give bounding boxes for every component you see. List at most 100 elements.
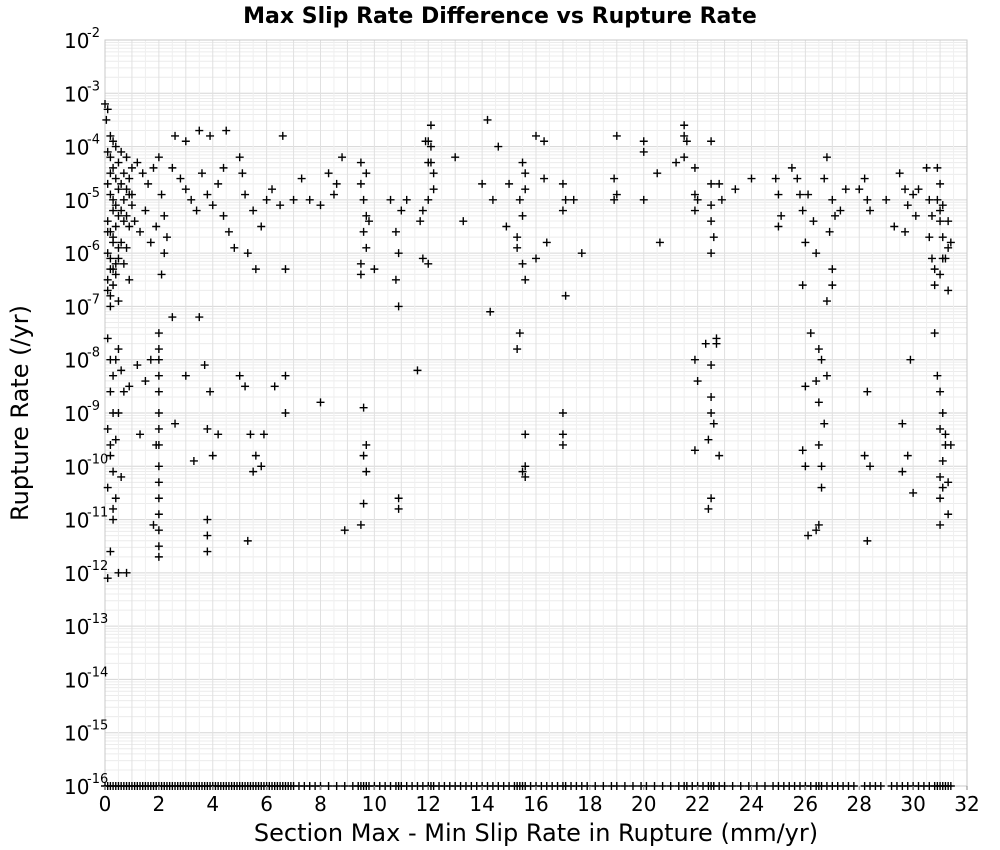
data-point [814,345,823,354]
data-point [251,265,260,274]
data-point [836,206,845,215]
data-point [561,291,570,300]
data-point [305,195,314,204]
x-tick-label: 32 [954,792,979,816]
data-point [243,249,252,258]
data-point [774,190,783,199]
x-tick-label: 22 [685,792,710,816]
data-point [828,195,837,204]
data-point [936,206,945,215]
data-point [693,195,702,204]
y-tick-label: 10 [64,82,89,106]
data-point [316,201,325,210]
data-point [513,233,522,242]
data-point [138,169,147,178]
data-point [394,249,403,258]
data-point [154,387,163,396]
data-point [418,254,427,263]
data-point [841,185,850,194]
data-point [281,265,290,274]
data-point [109,163,118,172]
data-point [117,206,126,215]
data-point [106,387,115,396]
data-point [558,440,567,449]
data-point [106,153,115,162]
data-point [787,163,796,172]
data-point [103,227,112,236]
data-point [817,483,826,492]
data-point [200,361,209,370]
data-point [707,217,716,226]
data-point [391,275,400,284]
data-point [111,174,120,183]
data-point [133,361,142,370]
data-point [117,179,126,188]
data-point [771,174,780,183]
data-points [101,99,955,790]
data-point [278,131,287,140]
data-point [154,552,163,561]
data-point [386,195,395,204]
data-point [122,153,131,162]
data-point [610,195,619,204]
data-point [930,281,939,290]
data-point [707,494,716,503]
data-point [736,782,745,790]
data-point [521,430,530,439]
data-point [203,190,212,199]
y-tick-exponent: -4 [87,133,100,148]
data-point [720,782,729,790]
data-point [521,462,530,471]
data-point [356,270,365,279]
x-tick-label: 20 [631,792,656,816]
y-tick-exponent: -2 [87,26,100,41]
data-point [114,243,123,252]
data-point [171,131,180,140]
data-point [106,254,115,263]
data-point [798,446,807,455]
data-point [639,147,648,156]
data-point [103,334,112,343]
data-point [154,153,163,162]
y-tick-label: 10 [64,349,89,373]
data-point [822,371,831,380]
data-point [270,382,279,391]
data-point [235,153,244,162]
y-tick-exponent: -12 [87,559,108,574]
y-tick-exponent: -10 [87,452,108,467]
x-tick-label: 10 [362,792,387,816]
data-point [152,222,161,231]
grid-lines [104,40,968,787]
data-point [801,382,810,391]
data-point [938,201,947,210]
data-point [154,440,163,449]
data-point [817,462,826,471]
data-point [561,195,570,204]
data-point [243,536,252,545]
data-point [324,169,333,178]
data-point [798,206,807,215]
data-point [103,179,112,188]
data-point [103,574,112,583]
data-point [944,243,953,252]
data-point [329,190,338,199]
data-point [876,782,885,790]
data-point [933,195,942,204]
data-point [251,451,260,460]
data-point [814,398,823,407]
data-point [752,782,761,790]
data-point [125,222,134,231]
data-point [911,211,920,220]
data-point [612,782,621,790]
data-point [599,782,608,790]
data-point [122,568,131,577]
data-point [154,355,163,364]
data-point [127,190,136,199]
data-point [189,456,198,465]
data-point [707,409,716,417]
data-point [518,211,527,220]
data-point [690,206,699,215]
data-point [106,451,115,460]
x-axis-ticks: 0 2 4 6 8 10 12 14 16 18 20 22 24 26 28 30 32 [99,786,980,816]
